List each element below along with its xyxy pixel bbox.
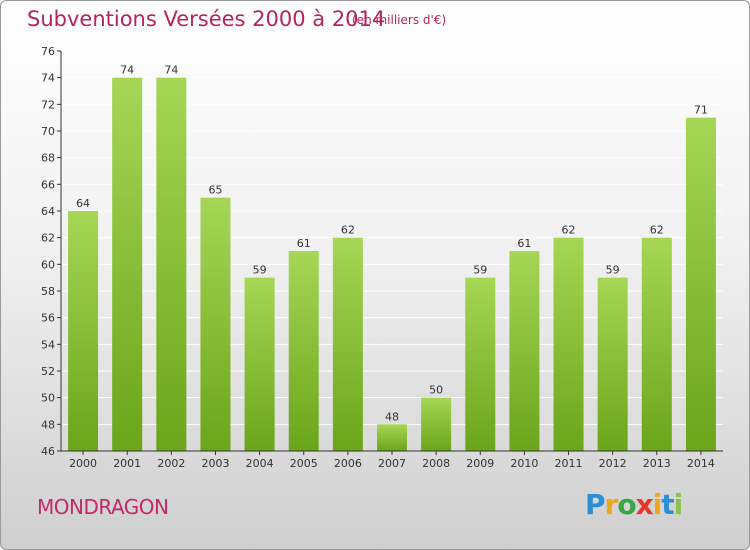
- logo-letter: i: [652, 488, 663, 521]
- proxiti-logo: Proxiti: [585, 488, 684, 521]
- x-tick-label: 2006: [334, 457, 362, 470]
- bar-value-label: 50: [429, 384, 443, 397]
- bar-value-label: 74: [120, 64, 134, 77]
- bar-2002: [156, 77, 187, 452]
- bar-value-label: 59: [606, 264, 620, 277]
- logo-letter: i: [673, 488, 684, 521]
- bar-2008: [421, 397, 452, 451]
- x-tick-label: 2012: [599, 457, 627, 470]
- logo-letter: x: [635, 488, 654, 521]
- bar-value-label: 48: [385, 410, 399, 423]
- x-tick-label: 2002: [157, 457, 185, 470]
- y-tick-label: 64: [41, 205, 55, 218]
- chart-title: Subventions Versées 2000 à 2014: [27, 7, 386, 31]
- y-tick-label: 60: [41, 258, 55, 271]
- y-tick-label: 62: [41, 232, 55, 245]
- y-tick-label: 50: [41, 392, 55, 405]
- bar-value-label: 64: [76, 197, 90, 210]
- bar-2009: [465, 277, 496, 451]
- y-tick-label: 76: [41, 45, 55, 58]
- bar-value-label: 61: [297, 237, 311, 250]
- y-tick-label: 66: [41, 178, 55, 191]
- bar-2007: [377, 424, 407, 451]
- bar-2014: [685, 117, 716, 452]
- place-name: MONDRAGON: [37, 495, 169, 519]
- bar-value-label: 62: [650, 224, 664, 237]
- y-tick-label: 56: [41, 312, 55, 325]
- logo-letter: r: [604, 488, 619, 521]
- bar-value-label: 62: [341, 224, 355, 237]
- bar-value-label: 59: [473, 264, 487, 277]
- x-tick-label: 2014: [687, 457, 715, 470]
- bar-value-label: 61: [517, 237, 531, 250]
- x-tick-label: 2009: [466, 457, 494, 470]
- y-tick-label: 70: [41, 125, 55, 138]
- x-tick-label: 2007: [378, 457, 406, 470]
- x-tick-label: 2005: [290, 457, 318, 470]
- x-tick-label: 2008: [422, 457, 450, 470]
- bar-2012: [597, 277, 628, 451]
- x-tick-label: 2010: [510, 457, 538, 470]
- y-tick-label: 46: [41, 445, 55, 458]
- bar-2010: [509, 251, 540, 451]
- x-tick-label: 2004: [246, 457, 274, 470]
- bar-2013: [641, 237, 672, 451]
- x-tick-label: 2003: [201, 457, 229, 470]
- bar-value-label: 59: [253, 264, 267, 277]
- bar-2011: [553, 237, 584, 451]
- x-tick-label: 2011: [555, 457, 583, 470]
- x-tick-label: 2001: [113, 457, 141, 470]
- bar-2000: [68, 211, 99, 451]
- logo-letter: P: [585, 488, 606, 521]
- y-tick-label: 54: [41, 338, 55, 351]
- bar-value-label: 62: [562, 224, 576, 237]
- bar-value-label: 65: [208, 184, 222, 197]
- bar-value-label: 74: [164, 64, 178, 77]
- bar-2005: [288, 251, 319, 451]
- y-tick-label: 72: [41, 98, 55, 111]
- y-tick-label: 52: [41, 365, 55, 378]
- bar-2004: [244, 277, 275, 451]
- logo-letter: t: [661, 488, 674, 521]
- bar-value-label: 71: [694, 104, 708, 117]
- y-tick-label: 74: [41, 72, 55, 85]
- bar-2003: [200, 197, 231, 451]
- bar-2006: [332, 237, 363, 451]
- x-tick-label: 2013: [643, 457, 671, 470]
- y-tick-label: 68: [41, 152, 55, 165]
- y-tick-label: 58: [41, 285, 55, 298]
- x-tick-label: 2000: [69, 457, 97, 470]
- logo-letter: o: [617, 488, 636, 521]
- bar-2001: [112, 77, 143, 452]
- y-tick-label: 48: [41, 418, 55, 431]
- chart-subtitle: (en milliers d'€): [352, 13, 447, 27]
